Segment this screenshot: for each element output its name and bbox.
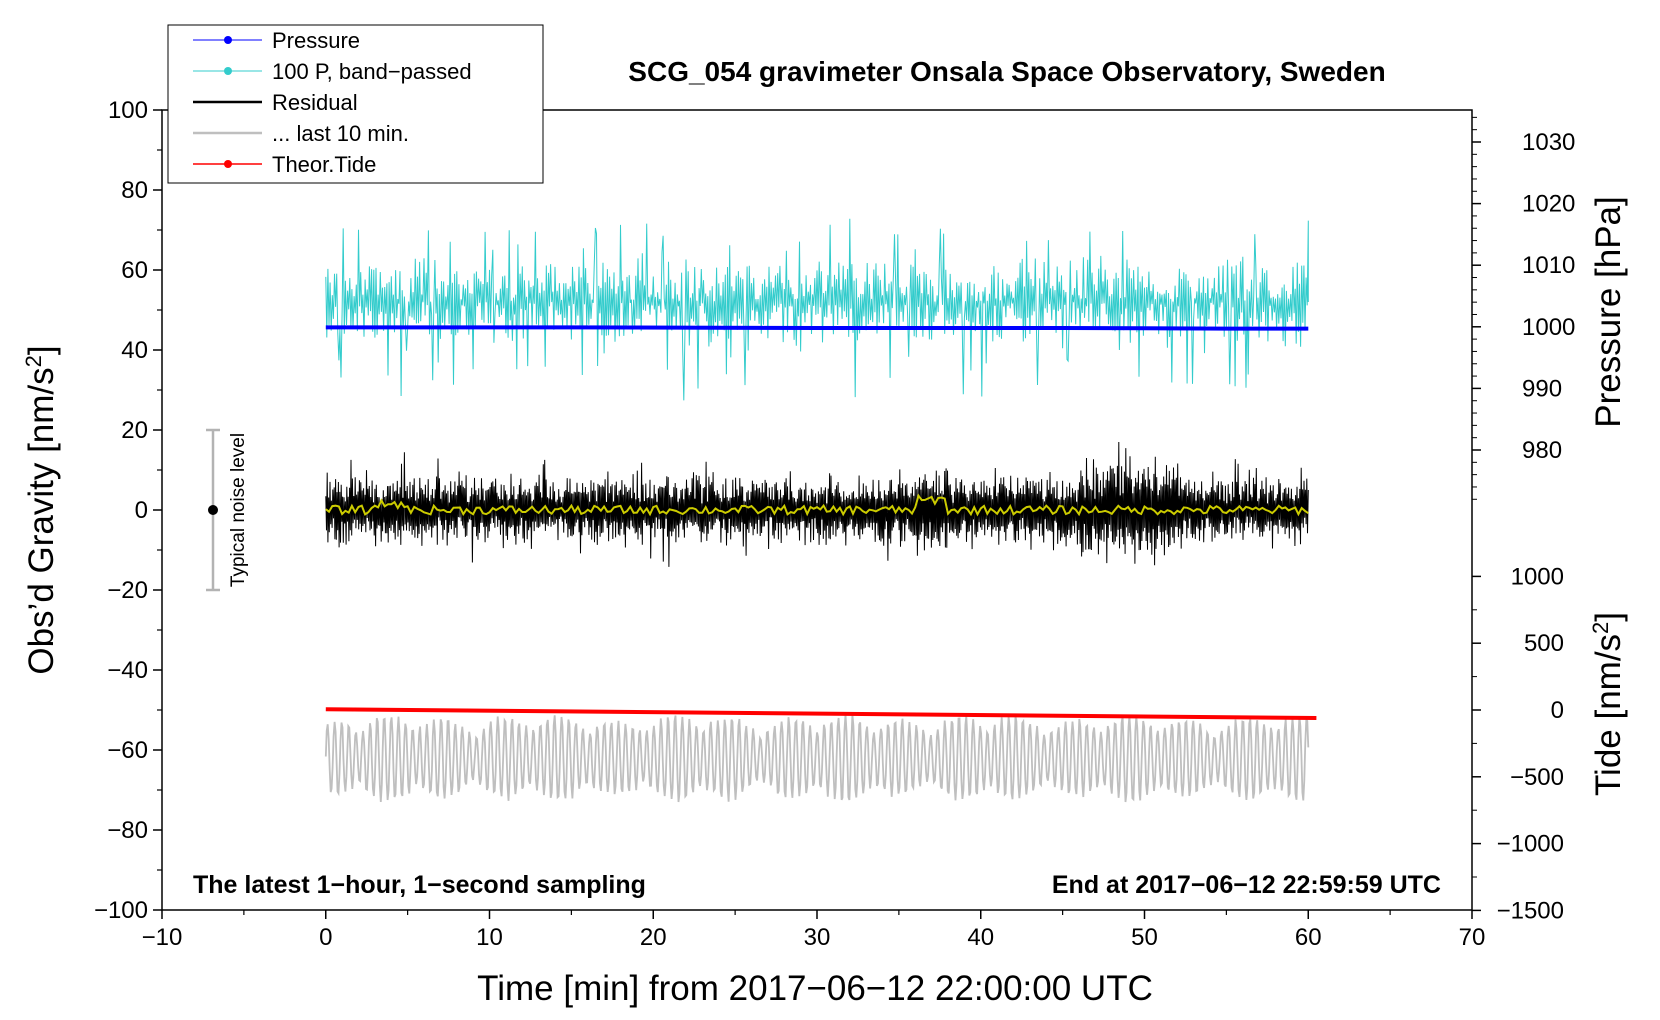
y-tick-left-label: 60 xyxy=(121,257,148,284)
x-tick-label: 50 xyxy=(1131,924,1158,951)
x-tick-label: 20 xyxy=(640,924,667,951)
y-tick-left-label: 40 xyxy=(121,337,148,364)
pressure-tick-label: 1000 xyxy=(1522,314,1575,341)
x-tick-label: 70 xyxy=(1459,924,1486,951)
legend: Pressure 100 P, band−passed Residual ... la… xyxy=(167,24,544,184)
tide-tick-label: −1500 xyxy=(1497,897,1564,924)
series-pressure xyxy=(325,325,1309,331)
x-tick-label: −10 xyxy=(142,924,183,951)
tide-tick-label: −1000 xyxy=(1497,831,1564,858)
legend-label: ... last 10 min. xyxy=(272,121,409,146)
series-residual-smoothed xyxy=(325,493,1309,517)
y-tick-left-label: 80 xyxy=(121,177,148,204)
tide-tick-label: 500 xyxy=(1524,630,1564,657)
x-tick-label: 0 xyxy=(319,924,332,951)
legend-marker xyxy=(224,160,232,168)
y-tick-left-label: −100 xyxy=(94,897,148,924)
series-residual xyxy=(325,441,1309,567)
legend-box xyxy=(167,24,544,184)
y-tick-left-label: −80 xyxy=(107,817,148,844)
pressure-tick-label: 1020 xyxy=(1522,191,1575,218)
legend-label: Pressure xyxy=(272,28,360,53)
y-tick-left-label: −40 xyxy=(107,657,148,684)
y-axis-label-left: Obs’d Gravity [nm/s2] xyxy=(21,345,61,674)
tide-tick-label: 1000 xyxy=(1511,563,1564,590)
y-axis-label-left-sup: 2 xyxy=(21,355,46,367)
y-axis-label-tide-text: Tide [nm/s xyxy=(1589,634,1628,796)
pressure-tick-label: 1010 xyxy=(1522,252,1575,279)
noise-bar-dot xyxy=(208,505,218,515)
legend-label: Theor.Tide xyxy=(272,152,376,177)
y-axis-label-tide-tail: ] xyxy=(1589,612,1628,622)
y-axis-label-left-text: Obs’d Gravity [nm/s xyxy=(22,367,61,674)
series-last-10-min xyxy=(324,714,1310,803)
series-layer xyxy=(324,218,1317,803)
pressure-tick-label: 990 xyxy=(1522,375,1562,402)
legend-label: 100 P, band−passed xyxy=(272,59,472,84)
y-axis-label-left-tail: ] xyxy=(22,345,61,355)
tide-tick-label: 0 xyxy=(1551,697,1564,724)
noise-level-indicator: Typical noise level xyxy=(206,428,249,592)
x-tick-label: 60 xyxy=(1295,924,1322,951)
y-axis-label-tide-sup: 2 xyxy=(1588,622,1613,634)
x-axis-label: Time [min] from 2017−06−12 22:00:00 UTC xyxy=(477,969,1153,1008)
pressure-tick-label: 1030 xyxy=(1522,129,1575,156)
x-tick-label: 10 xyxy=(476,924,503,951)
series-bandpassed-pressure xyxy=(325,218,1309,401)
legend-marker xyxy=(224,36,232,44)
annotation-end-time: End at 2017−06−12 22:59:59 UTC xyxy=(1052,871,1441,899)
x-tick-label: 40 xyxy=(967,924,994,951)
y-tick-left-label: −60 xyxy=(107,737,148,764)
legend-label: Residual xyxy=(272,90,358,115)
series-theoretical-tide xyxy=(325,707,1317,720)
noise-bar-label: Typical noise level xyxy=(228,433,249,587)
y-tick-left-label: 20 xyxy=(121,417,148,444)
y-tick-left-label: 100 xyxy=(108,97,148,124)
chart-title: SCG_054 gravimeter Onsala Space Observat… xyxy=(628,56,1385,87)
annotation-sampling: The latest 1−hour, 1−second sampling xyxy=(193,871,646,899)
pressure-tick-label: 980 xyxy=(1522,437,1562,464)
legend-marker xyxy=(224,67,232,75)
y-axis-label-pressure: Pressure [hPa] xyxy=(1589,196,1628,428)
y-tick-left-label: 0 xyxy=(135,497,148,524)
x-tick-label: 30 xyxy=(804,924,831,951)
y-tick-left-label: −20 xyxy=(107,577,148,604)
tide-tick-label: −500 xyxy=(1510,764,1564,791)
y-axis-label-tide: Tide [nm/s2] xyxy=(1588,612,1628,796)
axis-ticks: −10 0 10 20 30 40 50 60 70100806040200−20−40−60−… xyxy=(94,97,1575,951)
